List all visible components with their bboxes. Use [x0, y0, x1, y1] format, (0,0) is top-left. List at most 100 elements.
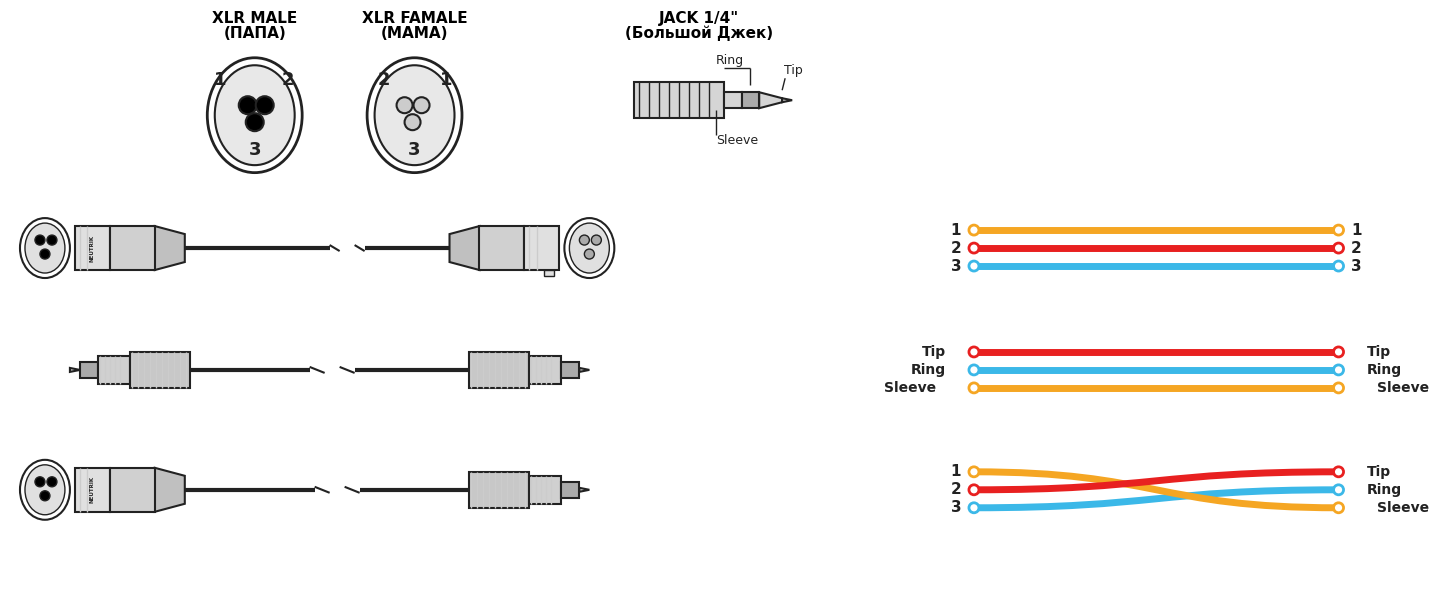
- Circle shape: [968, 503, 979, 513]
- Polygon shape: [580, 488, 590, 492]
- Text: Sleeve: Sleeve: [717, 134, 758, 147]
- Ellipse shape: [214, 65, 295, 165]
- Circle shape: [404, 114, 420, 130]
- Bar: [479, 226, 524, 270]
- Circle shape: [1334, 243, 1344, 253]
- Text: (Большой Джек): (Большой Джек): [625, 25, 773, 41]
- Polygon shape: [580, 368, 590, 372]
- Text: 1: 1: [213, 71, 226, 89]
- Circle shape: [35, 235, 45, 245]
- Text: 3: 3: [1351, 259, 1361, 274]
- Text: Ring: Ring: [911, 363, 945, 377]
- Text: NEUTRIK: NEUTRIK: [89, 235, 95, 262]
- Bar: [635, 82, 724, 118]
- Circle shape: [40, 491, 50, 500]
- Ellipse shape: [564, 218, 614, 278]
- Circle shape: [968, 225, 979, 235]
- Text: XLR FAMALE: XLR FAMALE: [361, 11, 468, 26]
- Circle shape: [584, 249, 594, 259]
- Ellipse shape: [20, 460, 71, 520]
- Bar: [245, 68, 266, 78]
- Bar: [75, 226, 109, 270]
- Circle shape: [580, 235, 590, 245]
- Text: 3: 3: [409, 141, 420, 159]
- Text: 2: 2: [282, 71, 294, 89]
- Circle shape: [239, 96, 256, 114]
- Ellipse shape: [20, 218, 71, 278]
- Bar: [724, 92, 743, 108]
- Text: Sleeve: Sleeve: [1377, 500, 1429, 515]
- Ellipse shape: [24, 223, 65, 273]
- Text: Tip: Tip: [1367, 345, 1390, 359]
- Circle shape: [591, 235, 602, 245]
- Polygon shape: [71, 368, 81, 372]
- Circle shape: [35, 477, 45, 487]
- Bar: [98, 356, 130, 384]
- Text: Sleeve: Sleeve: [1377, 381, 1429, 395]
- Text: Tip: Tip: [1367, 465, 1390, 479]
- Circle shape: [968, 383, 979, 393]
- Bar: [404, 68, 426, 78]
- Text: 1: 1: [951, 223, 961, 238]
- Bar: [561, 482, 580, 498]
- Circle shape: [968, 261, 979, 271]
- Text: JACK 1/4": JACK 1/4": [659, 11, 740, 26]
- Text: 2: 2: [1351, 241, 1361, 256]
- Bar: [743, 92, 760, 108]
- Ellipse shape: [367, 58, 462, 172]
- Circle shape: [1334, 261, 1344, 271]
- Polygon shape: [449, 226, 479, 270]
- Circle shape: [40, 249, 50, 259]
- Circle shape: [47, 477, 58, 487]
- Bar: [530, 476, 561, 504]
- Circle shape: [397, 97, 413, 113]
- Polygon shape: [760, 92, 783, 108]
- Circle shape: [968, 347, 979, 357]
- Text: 3: 3: [951, 259, 961, 274]
- Bar: [315, 486, 360, 494]
- Ellipse shape: [24, 465, 65, 515]
- Bar: [81, 362, 98, 378]
- Bar: [561, 362, 580, 378]
- Bar: [469, 472, 530, 508]
- Text: 2: 2: [951, 482, 961, 497]
- Text: 1: 1: [440, 71, 453, 89]
- Bar: [530, 356, 561, 384]
- Bar: [109, 226, 155, 270]
- Text: (ПАПА): (ПАПА): [223, 26, 286, 41]
- Text: Ring: Ring: [1367, 363, 1402, 377]
- Text: 1: 1: [951, 464, 961, 479]
- Text: (МАМА): (МАМА): [381, 26, 449, 41]
- Circle shape: [1334, 503, 1344, 513]
- Text: NEUTRIK: NEUTRIK: [89, 476, 95, 504]
- Bar: [330, 244, 364, 252]
- Circle shape: [968, 485, 979, 495]
- Circle shape: [1334, 225, 1344, 235]
- Circle shape: [1334, 383, 1344, 393]
- Text: Sleeve: Sleeve: [884, 381, 935, 395]
- Circle shape: [968, 365, 979, 375]
- Ellipse shape: [570, 223, 609, 273]
- Circle shape: [1334, 467, 1344, 477]
- Circle shape: [968, 243, 979, 253]
- Polygon shape: [783, 98, 791, 103]
- Text: 3: 3: [249, 141, 260, 159]
- Text: Ring: Ring: [717, 54, 744, 67]
- Bar: [309, 366, 354, 374]
- Circle shape: [413, 97, 429, 113]
- Text: Tip: Tip: [784, 64, 803, 77]
- Circle shape: [968, 467, 979, 477]
- Text: 2: 2: [377, 71, 390, 89]
- Text: Ring: Ring: [1367, 483, 1402, 497]
- Text: 2: 2: [951, 241, 961, 256]
- Circle shape: [47, 235, 58, 245]
- Text: XLR MALE: XLR MALE: [212, 11, 298, 26]
- Bar: [544, 270, 554, 276]
- Circle shape: [1334, 347, 1344, 357]
- Circle shape: [256, 96, 273, 114]
- Polygon shape: [155, 226, 184, 270]
- Circle shape: [1334, 485, 1344, 495]
- Bar: [130, 352, 190, 388]
- Circle shape: [1334, 365, 1344, 375]
- Bar: [109, 468, 155, 512]
